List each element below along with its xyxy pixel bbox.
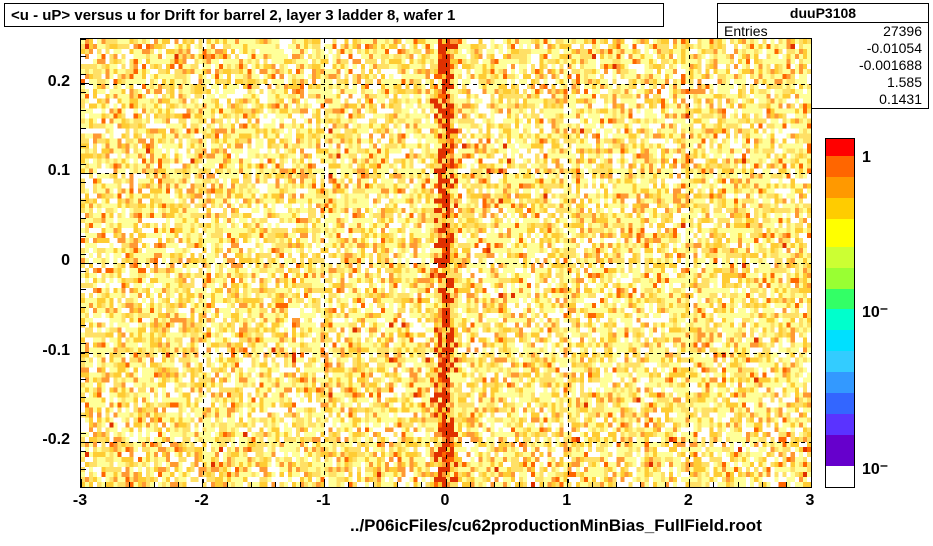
colorbar-segment — [826, 372, 854, 393]
y-axis-label: 0.1 — [0, 162, 70, 180]
stats-value: -0.001688 — [859, 57, 922, 74]
colorbar-segment — [826, 139, 854, 156]
stats-value: 27396 — [883, 23, 922, 40]
gridline-horizontal — [81, 442, 811, 443]
gridline-horizontal — [81, 173, 811, 174]
colorbar-segment — [826, 309, 854, 330]
colorbar-label: 1 — [862, 149, 871, 167]
x-axis-label: 1 — [562, 492, 571, 510]
chart-title: <u - uP> versus u for Drift for barrel 2… — [4, 3, 664, 27]
gridline-horizontal — [81, 84, 811, 85]
x-axis-label: 2 — [684, 492, 693, 510]
colorbar-segment — [826, 393, 854, 414]
x-axis-label: -2 — [195, 492, 209, 510]
colorbar-segment — [826, 414, 854, 435]
heatmap-plot — [80, 38, 812, 488]
colorbar-segment — [826, 330, 854, 351]
colorbar-label: 10⁻ — [862, 302, 888, 322]
colorbar-segment — [826, 247, 854, 268]
stats-name: duuP3108 — [718, 4, 928, 23]
x-axis-label: 3 — [806, 492, 815, 510]
x-axis-label: -1 — [316, 492, 330, 510]
file-caption: ../P06icFiles/cu62productionMinBias_Full… — [350, 516, 762, 536]
root-container: <u - uP> versus u for Drift for barrel 2… — [0, 0, 933, 546]
stats-value: 1.585 — [887, 74, 922, 91]
colorbar-segment — [826, 177, 854, 198]
colorbar-segment — [826, 435, 854, 466]
stats-value: 0.1431 — [879, 91, 922, 108]
stats-value: -0.01054 — [867, 40, 922, 57]
y-axis-label: 0.2 — [0, 73, 70, 91]
colorbar-segment — [826, 219, 854, 247]
gridline-horizontal — [81, 263, 811, 264]
gridline-horizontal — [81, 353, 811, 354]
x-axis-label: -3 — [73, 492, 87, 510]
colorbar-label: 10⁻ — [862, 459, 888, 479]
x-axis-label: 0 — [441, 492, 450, 510]
y-axis-label: -0.1 — [0, 342, 70, 360]
y-axis-label: -0.2 — [0, 431, 70, 449]
colorbar-segment — [826, 198, 854, 219]
y-axis-label: 0 — [0, 252, 70, 270]
colorbar-segment — [826, 268, 854, 289]
colorbar-segment — [826, 156, 854, 177]
colorbar-segment — [826, 289, 854, 310]
colorbar — [825, 138, 855, 488]
colorbar-segment — [826, 351, 854, 372]
